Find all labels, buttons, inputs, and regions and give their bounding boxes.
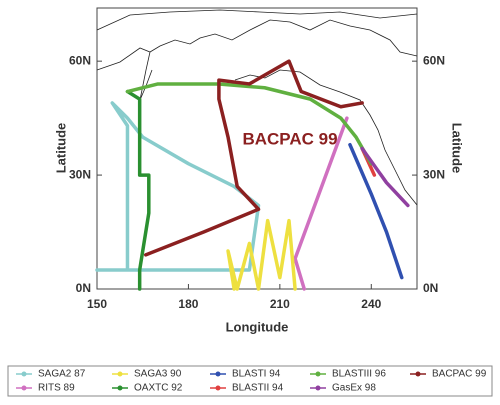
track bbox=[293, 116, 349, 291]
y-tick-label: 0N bbox=[76, 281, 91, 295]
track bbox=[125, 82, 374, 166]
track bbox=[226, 218, 297, 291]
x-tick-label: 150 bbox=[87, 297, 107, 311]
legend-marker bbox=[215, 385, 221, 391]
x-axis-label: Longitude bbox=[226, 319, 289, 334]
legend-label: BLASTII 94 bbox=[232, 383, 284, 394]
track bbox=[348, 142, 404, 280]
y2-axis-label: Latitude bbox=[450, 123, 465, 174]
legend-label: BACPAC 99 bbox=[432, 369, 487, 380]
legend-label: SAGA3 90 bbox=[134, 369, 182, 380]
x-tick-label: 210 bbox=[270, 297, 290, 311]
y2-tick-label: 30N bbox=[423, 167, 445, 181]
y2-tick-label: 0N bbox=[423, 281, 438, 295]
y-tick-label: 60N bbox=[69, 53, 91, 67]
legend-marker bbox=[315, 371, 321, 377]
coastlines bbox=[96, 9, 418, 206]
legend-label: RITS 89 bbox=[38, 383, 75, 394]
track bbox=[360, 146, 410, 208]
legend-marker bbox=[315, 385, 321, 391]
legend-marker bbox=[117, 385, 123, 391]
x-tick-label: 240 bbox=[361, 297, 381, 311]
legend-label: BLASTI 94 bbox=[232, 369, 281, 380]
track bbox=[125, 89, 151, 291]
x-tick-label: 180 bbox=[178, 297, 198, 311]
y-axis-label: Latitude bbox=[53, 123, 68, 174]
y-tick-label: 30N bbox=[69, 167, 91, 181]
legend-marker bbox=[21, 371, 27, 377]
legend-label: SAGA2 87 bbox=[38, 369, 86, 380]
y2-tick-label: 60N bbox=[423, 53, 445, 67]
legend-box bbox=[7, 365, 493, 397]
legend-marker bbox=[415, 371, 421, 377]
legend-label: BLASTIII 96 bbox=[332, 369, 386, 380]
legend-label: GasEx 98 bbox=[332, 383, 376, 394]
legend-marker bbox=[21, 385, 27, 391]
track bbox=[95, 101, 261, 272]
annotation: BACPAC 99 bbox=[242, 129, 337, 148]
track bbox=[144, 59, 364, 257]
legend-marker bbox=[117, 371, 123, 377]
legend-marker bbox=[215, 371, 221, 377]
legend-label: OAXTC 92 bbox=[134, 383, 183, 394]
